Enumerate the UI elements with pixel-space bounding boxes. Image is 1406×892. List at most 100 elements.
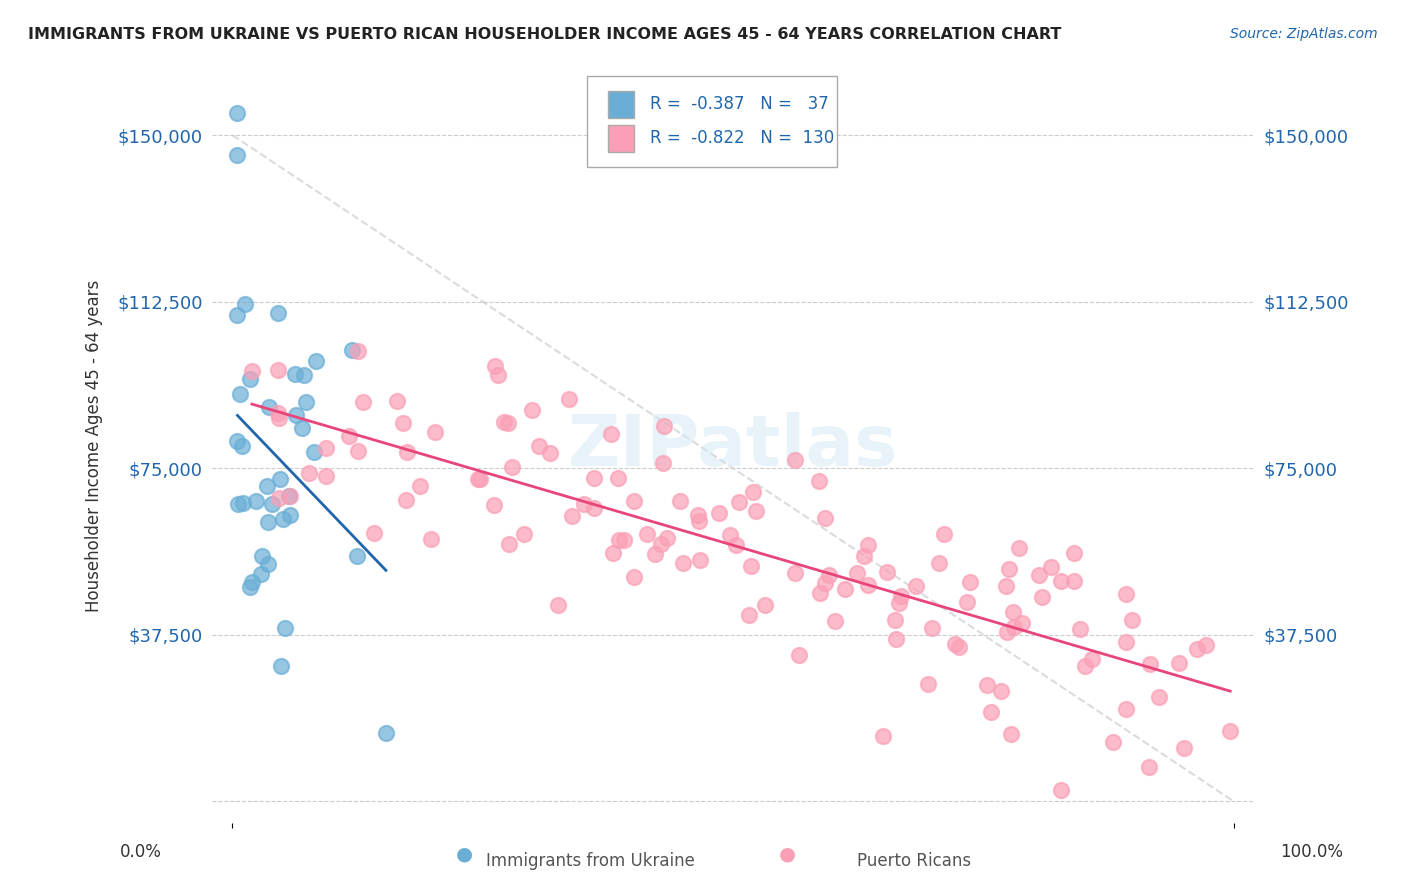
Point <box>1081 652 1104 666</box>
Point <box>720 528 742 542</box>
Point <box>637 527 659 541</box>
Point <box>754 598 776 612</box>
Point <box>547 598 569 612</box>
Point <box>374 726 396 740</box>
Point <box>233 297 256 311</box>
Point <box>883 613 905 627</box>
Point <box>226 434 249 448</box>
Point <box>623 570 645 584</box>
Point <box>285 408 308 422</box>
Point <box>599 427 621 442</box>
Point <box>387 394 409 409</box>
Point <box>783 453 806 467</box>
Point <box>226 308 249 322</box>
Point <box>948 640 970 654</box>
Point <box>270 659 292 673</box>
Point <box>884 632 907 646</box>
Text: Immigrants from Ukraine: Immigrants from Ukraine <box>486 852 695 870</box>
Point <box>271 512 294 526</box>
Text: ●: ● <box>456 845 472 863</box>
Point <box>814 576 837 591</box>
Point <box>1002 605 1025 619</box>
Point <box>672 557 695 571</box>
Point <box>486 368 509 383</box>
Point <box>250 566 273 581</box>
Point <box>976 678 998 692</box>
Point <box>606 470 628 484</box>
Point <box>990 684 1012 698</box>
Point <box>295 395 318 409</box>
Point <box>498 417 520 431</box>
Point <box>1167 656 1189 670</box>
Point <box>787 648 810 662</box>
Point <box>467 472 489 486</box>
Point <box>269 471 291 485</box>
Point <box>419 533 441 547</box>
Point <box>745 504 768 518</box>
Point <box>337 429 360 443</box>
Point <box>240 364 263 378</box>
Text: Puerto Ricans: Puerto Ricans <box>856 852 972 870</box>
Point <box>228 497 250 511</box>
Point <box>484 359 506 373</box>
Point <box>278 508 301 522</box>
Point <box>834 582 856 597</box>
Point <box>644 547 666 561</box>
Point <box>501 460 523 475</box>
Point <box>342 343 364 357</box>
Point <box>482 498 505 512</box>
Point <box>284 368 307 382</box>
FancyBboxPatch shape <box>607 125 634 152</box>
Point <box>1040 559 1063 574</box>
Point <box>391 416 413 430</box>
Point <box>602 546 624 560</box>
Point <box>1031 590 1053 604</box>
Point <box>724 538 747 552</box>
Point <box>527 439 550 453</box>
Point <box>1121 613 1143 627</box>
Text: R =  -0.387   N =   37: R = -0.387 N = 37 <box>650 95 828 113</box>
Point <box>305 354 328 368</box>
Point <box>814 510 837 524</box>
Point <box>917 677 939 691</box>
Point <box>292 368 315 382</box>
Point <box>1028 567 1050 582</box>
Point <box>315 441 337 455</box>
Point <box>818 568 841 582</box>
Point <box>498 537 520 551</box>
Point <box>890 590 912 604</box>
Point <box>1002 620 1025 634</box>
Point <box>257 557 280 571</box>
Point <box>807 474 830 488</box>
Point <box>226 106 249 120</box>
Point <box>538 446 561 460</box>
Point <box>1050 574 1073 588</box>
Point <box>304 445 326 459</box>
Point <box>1063 546 1085 560</box>
Point <box>250 549 273 564</box>
Point <box>1147 690 1170 704</box>
Point <box>267 306 290 320</box>
Point <box>298 466 321 480</box>
Point <box>1063 574 1085 588</box>
Text: ZIPatlas: ZIPatlas <box>568 411 898 481</box>
Point <box>269 491 291 506</box>
Point <box>1115 702 1137 716</box>
Point <box>1069 622 1091 636</box>
Point <box>231 439 253 453</box>
Point <box>561 508 583 523</box>
Point <box>352 395 374 409</box>
Point <box>1219 724 1241 739</box>
Point <box>655 531 678 545</box>
Point <box>256 479 278 493</box>
Point <box>688 514 710 528</box>
Point <box>274 620 297 634</box>
Point <box>959 574 981 589</box>
Point <box>652 456 675 470</box>
Point <box>740 558 762 573</box>
Text: IMMIGRANTS FROM UKRAINE VS PUERTO RICAN HOUSEHOLDER INCOME AGES 45 - 64 YEARS CO: IMMIGRANTS FROM UKRAINE VS PUERTO RICAN … <box>28 27 1062 42</box>
Point <box>347 444 370 458</box>
Point <box>928 556 950 570</box>
Point <box>558 392 581 406</box>
Point <box>1049 782 1071 797</box>
